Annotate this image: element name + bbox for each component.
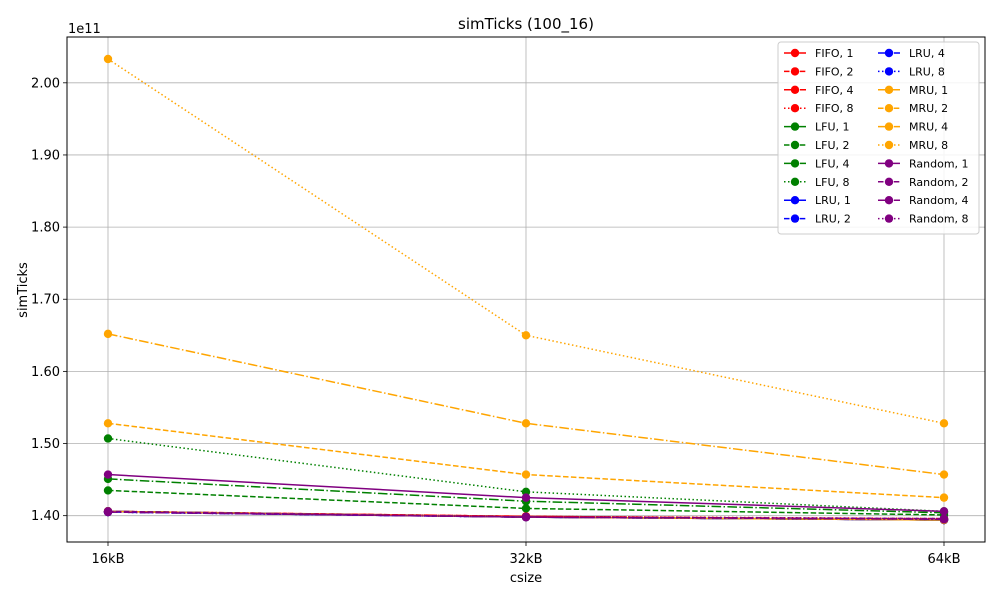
y-tick-label: 1.90: [31, 148, 60, 163]
data-point: [939, 515, 949, 524]
y-tick-label: 1.50: [31, 437, 60, 452]
data-point: [103, 54, 113, 64]
legend-marker: [884, 122, 894, 131]
series-line: [107, 511, 945, 521]
series-mru-4: [103, 329, 949, 479]
legend-entry-label: MRU, 8: [909, 139, 948, 152]
data-point: [521, 470, 531, 479]
legend-entry-label: LFU, 4: [815, 157, 850, 170]
legend-marker: [790, 67, 800, 76]
y-axis-label: simTicks: [16, 262, 31, 318]
x-tick-label: 16kB: [92, 552, 125, 567]
data-point: [521, 331, 531, 340]
y-tick-label: 1.80: [31, 221, 60, 236]
y-tick-label: 1.40: [31, 509, 60, 524]
series-mru-8: [103, 54, 949, 428]
legend-marker: [884, 140, 894, 150]
data-point: [939, 419, 949, 428]
axis-ticks: 1.40 1.50 1.60 1.70 1.80 1.90 2.00 16kB 32kB 64kB: [31, 76, 960, 567]
data-point: [939, 507, 949, 516]
data-point: [103, 486, 113, 495]
y-tick-label: 2.00: [31, 76, 60, 91]
data-point: [939, 470, 949, 479]
legend-entry-label: LRU, 4: [909, 47, 945, 60]
series-line: [107, 489, 945, 516]
legend-marker: [790, 159, 800, 168]
y-tick-label: 1.70: [31, 293, 60, 308]
chart-title: simTicks (100_16): [458, 15, 594, 34]
data-point: [103, 419, 113, 428]
legend-marker: [884, 67, 894, 76]
y-axis-offset-label: 1e11: [68, 22, 101, 37]
legend-entry-label: MRU, 2: [909, 102, 948, 115]
legend-marker: [790, 85, 800, 95]
data-point: [103, 434, 113, 443]
series-line: [107, 333, 945, 476]
legend-marker: [790, 122, 800, 131]
legend-entry-label: LRU, 2: [815, 213, 851, 226]
data-point: [103, 507, 113, 517]
legend-marker: [790, 214, 800, 223]
legend-marker: [790, 104, 800, 113]
series-random-1: [103, 470, 949, 516]
legend-entry-label: Random, 4: [909, 194, 969, 207]
data-point: [521, 493, 531, 502]
x-tick-label: 32kB: [510, 552, 543, 567]
series-lines: [103, 54, 949, 525]
series-mru-2: [103, 419, 949, 502]
legend-entry-label: FIFO, 4: [815, 84, 854, 97]
legend-frame: [777, 41, 980, 235]
legend-marker: [884, 214, 894, 223]
data-point: [521, 419, 531, 428]
legend-marker: [884, 85, 894, 95]
legend-marker: [790, 140, 800, 150]
x-tick-label: 64kB: [928, 552, 961, 567]
grid-lines: [67, 37, 985, 542]
legend-entry-label: FIFO, 2: [815, 65, 854, 78]
legend-entry-label: Random, 2: [909, 176, 969, 189]
legend-marker: [790, 48, 800, 58]
x-axis-label: csize: [510, 571, 542, 586]
legend-entry-label: Random, 1: [909, 157, 969, 170]
data-point: [521, 512, 531, 522]
legend-entry-label: LFU, 8: [815, 176, 850, 189]
y-tick-label: 1.60: [31, 365, 60, 380]
legend-entry-label: MRU, 1: [909, 84, 948, 97]
data-point: [521, 504, 531, 513]
legend-entry-label: LFU, 2: [815, 139, 850, 152]
legend-entry-label: LRU, 1: [815, 194, 851, 207]
legend-entry-label: MRU, 4: [909, 121, 948, 134]
data-point: [103, 329, 113, 339]
legend-marker: [884, 104, 894, 113]
series-random-8: [103, 507, 949, 524]
legend-entry-label: FIFO, 8: [815, 102, 854, 115]
legend-marker: [884, 159, 894, 168]
data-point: [939, 493, 949, 502]
legend-marker: [790, 177, 800, 186]
legend-entry-label: LFU, 1: [815, 121, 850, 134]
legend-entry-label: FIFO, 1: [815, 47, 854, 60]
data-point: [521, 487, 531, 497]
legend-marker: [790, 196, 800, 205]
legend: FIFO, 1 FIFO, 2 FIFO, 4 FIFO, 8 LFU, 1 LFU, 2…: [777, 41, 980, 235]
data-point: [103, 470, 113, 479]
legend-entry-label: LRU, 8: [909, 65, 945, 78]
legend-entry-label: Random, 8: [909, 213, 969, 226]
legend-marker: [884, 177, 894, 186]
legend-marker: [884, 48, 894, 58]
legend-marker: [884, 196, 894, 205]
